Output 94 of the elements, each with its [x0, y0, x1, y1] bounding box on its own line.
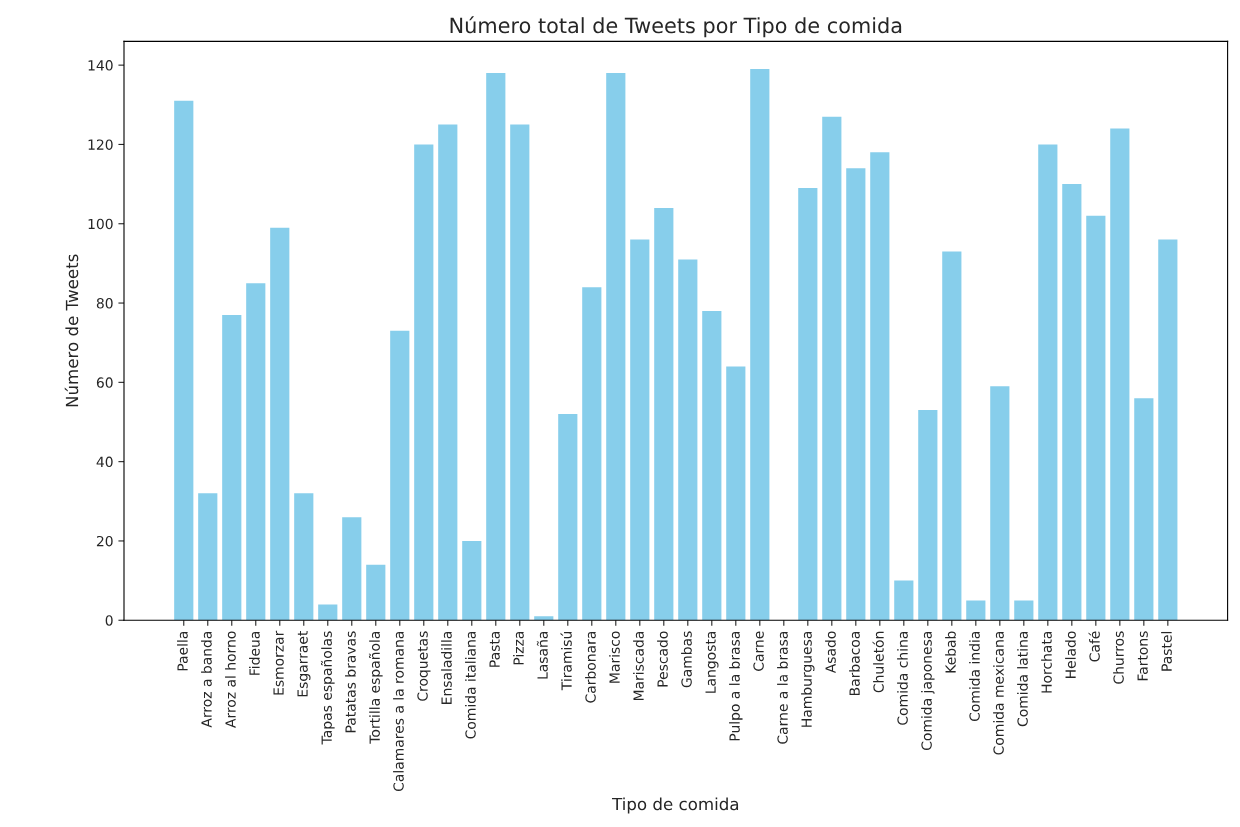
- x-tick-label: Esmorzar: [273, 630, 284, 695]
- x-tick-label: Arroz a banda: [201, 631, 212, 728]
- x-tick-label: Carne: [753, 631, 764, 671]
- x-tick-label: Comida china: [897, 631, 908, 725]
- bar: [798, 188, 818, 621]
- bar: [630, 239, 650, 621]
- x-tick-label: Comida india: [969, 631, 980, 722]
- x-tick-label: Patatas bravas: [345, 631, 356, 733]
- bar: [1062, 184, 1082, 621]
- bar: [726, 366, 746, 621]
- x-tick-label: Helado: [1065, 631, 1076, 678]
- bar: [1086, 215, 1106, 621]
- bar: [1014, 600, 1034, 621]
- x-tick-label: Chuletón: [872, 631, 884, 693]
- bar: [198, 493, 218, 621]
- x-axis-title: Tipo de comida: [611, 797, 739, 814]
- bar: [486, 73, 506, 621]
- bar: [558, 414, 578, 621]
- x-tick-label: Café: [1088, 631, 1100, 662]
- bar: [414, 144, 434, 621]
- y-tick-label: 120: [88, 139, 113, 150]
- bar: [654, 207, 674, 621]
- y-tick-label: 60: [96, 377, 113, 388]
- bar: [462, 540, 482, 621]
- x-tick-label: Croquetas: [417, 631, 431, 701]
- bar: [342, 517, 362, 621]
- bar: [702, 310, 722, 621]
- bar: [246, 283, 266, 621]
- x-tick-label: Pescado: [657, 631, 668, 687]
- x-tick-label: Langosta: [705, 631, 719, 693]
- x-tick-label: Fideua: [249, 631, 260, 675]
- x-tick-label: Horchata: [1041, 631, 1052, 693]
- bar: [1158, 239, 1178, 621]
- x-tick-label: Hamburguesa: [801, 631, 815, 727]
- x-tick-label: Marisco: [609, 631, 620, 683]
- x-tick-label: Comida japonesa: [921, 631, 935, 750]
- bar: [1134, 398, 1154, 621]
- x-tick-label: Lasaña: [536, 631, 548, 679]
- bar: [294, 493, 314, 621]
- bar: [846, 168, 866, 621]
- bar: [174, 100, 194, 621]
- x-tick-label: Barbacoa: [849, 631, 860, 696]
- x-tick-label: Mariscada: [633, 631, 644, 701]
- bar: [822, 116, 842, 621]
- bar: [678, 259, 698, 621]
- y-tick-label: 40: [96, 456, 113, 468]
- bar: [534, 616, 554, 621]
- x-tick-label: Calamares a la romana: [393, 631, 404, 792]
- y-tick-label: 140: [88, 60, 113, 71]
- bar: [750, 69, 770, 621]
- bar: [966, 600, 986, 621]
- bar: [582, 287, 602, 621]
- y-tick-label: 20: [96, 535, 113, 547]
- bar: [894, 580, 914, 621]
- x-tick-label: Pulpo a la brasa: [729, 631, 743, 741]
- chart-title: Número total de Tweets por Tipo de comida: [450, 16, 902, 38]
- y-tick-label: 80: [96, 298, 113, 309]
- bar: [870, 152, 890, 621]
- bar: [366, 564, 386, 621]
- x-tick-label: Esgarraet: [297, 631, 311, 697]
- x-tick-label: Ensaladilla: [441, 631, 452, 704]
- x-tick-label: Comida mexicana: [993, 631, 1004, 755]
- x-tick-label: Comida italiana: [465, 631, 476, 739]
- bar: [510, 124, 530, 621]
- bar: [270, 227, 290, 621]
- y-tick-label: 0: [105, 615, 113, 626]
- x-tick-label: Pastel: [1161, 631, 1172, 671]
- x-tick-label: Arroz al horno: [225, 631, 236, 728]
- x-tick-label: Churros: [1113, 631, 1124, 684]
- x-tick-label: Tapas españolas: [320, 631, 335, 745]
- x-tick-label: Carne a la brasa: [777, 631, 788, 744]
- bar: [438, 124, 458, 621]
- x-tick-label: Fartons: [1137, 631, 1148, 681]
- y-tick-label: 100: [88, 218, 113, 230]
- x-tick-label: Tiramisú: [560, 631, 572, 691]
- x-tick-label: Pasta: [489, 631, 500, 667]
- bar: [1110, 128, 1130, 621]
- bar: [1038, 144, 1058, 621]
- x-tick-label: Comida latina: [1017, 631, 1028, 727]
- x-tick-label: Asado: [825, 631, 836, 674]
- bar: [942, 251, 962, 621]
- x-tick-label: Tortilla española: [368, 631, 383, 744]
- x-tick-label: Paella: [177, 631, 188, 671]
- bar: [606, 73, 626, 621]
- x-tick-label: Kebab: [945, 631, 956, 673]
- bar: [990, 386, 1010, 621]
- x-tick-label: Pizza: [513, 631, 524, 665]
- bar: [318, 604, 338, 621]
- x-tick-label: Gambas: [681, 631, 692, 688]
- bar: [222, 314, 242, 621]
- bar: [918, 410, 938, 621]
- y-axis-title: Número de Tweets: [64, 254, 79, 407]
- bar: [390, 330, 410, 621]
- x-tick-label: Carbonara: [585, 631, 596, 703]
